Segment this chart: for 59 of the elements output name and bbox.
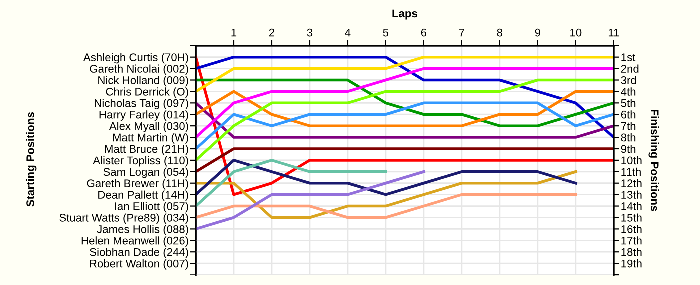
- line-series: [196, 56, 614, 196]
- category-label: Gareth Nicolai (002): [90, 64, 188, 76]
- line-series: [196, 78, 614, 128]
- category-label: Helen Meanwell (026): [82, 236, 188, 247]
- category-label: Chris Derrick (O): [106, 88, 188, 98]
- category-label: Matt Martin (W): [113, 134, 188, 144]
- y2-tick-label: 12th: [622, 179, 642, 188]
- y2-tick-label: 14th: [622, 202, 642, 210]
- y2-tick-label: 6th: [621, 110, 636, 119]
- x-tick-label: 11: [608, 28, 620, 37]
- category-label: Harry Farley (014): [100, 110, 188, 121]
- y2-tick-label: 18th: [622, 248, 642, 256]
- x-tick-label: 5: [383, 28, 389, 37]
- category-label: Ian Elliott (057): [115, 202, 188, 213]
- y2-tick-label: 3rd: [621, 76, 636, 84]
- y2-axis-title: Finishing Positions: [648, 110, 660, 212]
- category-label: Alister Topliss (110): [93, 156, 188, 167]
- category-label: Siobhan Dade (244): [90, 248, 188, 258]
- category-label: Dean Pallett (14H): [98, 190, 188, 202]
- category-label: Nicholas Taig (097): [95, 99, 188, 110]
- y2-tick-label: 17th: [622, 236, 642, 245]
- category-label: Ashleigh Curtis (70H): [83, 53, 188, 64]
- y2-tick-label: 2nd: [621, 64, 639, 73]
- y2-tick-label: 15th: [622, 214, 642, 222]
- category-label: Robert Walton (007): [90, 260, 188, 270]
- x-tick-label: 7: [459, 28, 464, 37]
- x-tick-label: 3: [307, 28, 313, 37]
- y2-tick-label: 11th: [622, 168, 641, 176]
- x-tick-label: 1: [232, 28, 237, 37]
- x-tick-label: 8: [497, 28, 503, 37]
- x-tick-label: 4: [345, 28, 351, 37]
- category-label: James Hollis (088): [97, 225, 188, 236]
- y2-tick-label: 8th: [621, 134, 636, 142]
- y2-tick-label: 9th: [621, 144, 636, 154]
- x-tick-label: 9: [535, 28, 540, 37]
- x-tick-label: 6: [421, 28, 427, 37]
- category-label: Stuart Watts (Pre89) (034): [60, 214, 188, 224]
- text: Starting Positions: [26, 112, 37, 207]
- line-series: [196, 159, 578, 196]
- category-label: Alex Myall (030): [109, 122, 188, 132]
- x-tick-label: 10: [570, 28, 582, 37]
- category-label: Nick Holland (009): [98, 76, 188, 87]
- y2-tick-label: 19th: [622, 260, 642, 268]
- y2-tick-label: 7th: [621, 122, 636, 130]
- y2-tick-label: 1st: [622, 54, 636, 62]
- line-series: [196, 102, 614, 150]
- y2-tick-label: 4th: [621, 88, 636, 96]
- y2-tick-label: 10th: [622, 156, 642, 165]
- line-series: [196, 170, 426, 231]
- y2-tick-label: 16th: [622, 225, 642, 234]
- y2-tick-label: 13th: [622, 190, 642, 199]
- y2-tick-label: 5th: [621, 99, 636, 108]
- category-label: Matt Bruce (21H): [105, 144, 188, 156]
- x-axis-title: Laps: [392, 10, 418, 20]
- line-series: [196, 170, 578, 220]
- category-label: Sam Logan (054): [104, 168, 188, 178]
- line-series: [196, 78, 614, 162]
- x-tick-label: 2: [269, 28, 275, 37]
- category-label: Gareth Brewer (11H): [87, 179, 188, 190]
